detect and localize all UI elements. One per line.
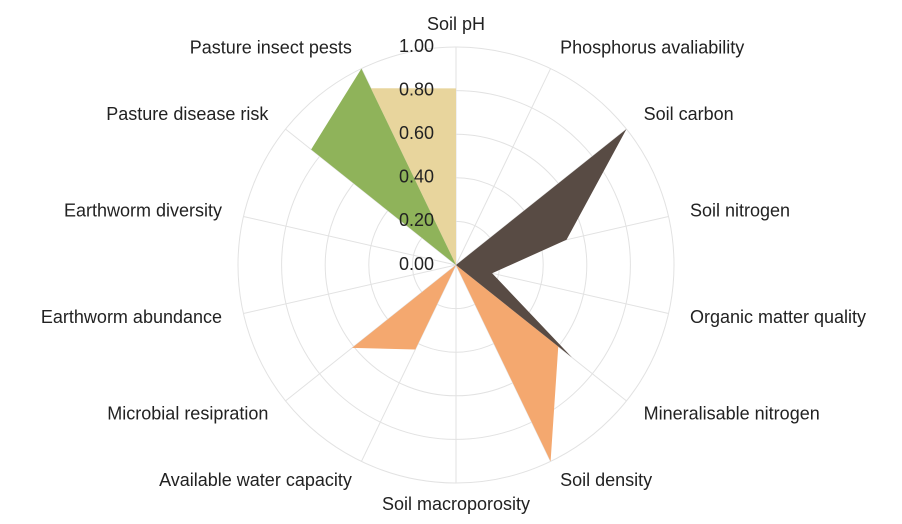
category-label: Microbial resipration <box>107 403 268 423</box>
category-label: Mineralisable nitrogen <box>644 403 820 423</box>
category-label: Phosphorus avaliability <box>560 38 744 58</box>
category-label: Pasture disease risk <box>106 104 269 124</box>
series-area <box>456 129 627 358</box>
category-label: Soil nitrogen <box>690 200 790 220</box>
y-tick-label: 0.80 <box>399 79 434 99</box>
category-label: Pasture insect pests <box>190 38 352 58</box>
y-tick-label: 0.00 <box>399 254 434 274</box>
category-label: Soil carbon <box>644 104 734 124</box>
category-label: Soil pH <box>427 14 485 34</box>
category-label: Earthworm diversity <box>64 200 222 220</box>
y-tick-label: 0.20 <box>399 210 434 230</box>
series-area <box>370 88 456 265</box>
category-label: Soil macroporosity <box>382 494 530 514</box>
category-label: Earthworm abundance <box>41 307 222 327</box>
series-area <box>311 68 456 266</box>
series-area <box>352 265 559 462</box>
spoke <box>243 264 457 314</box>
category-label: Available water capacity <box>159 470 352 490</box>
spoke <box>455 264 552 462</box>
category-label: Organic matter quality <box>690 307 866 327</box>
y-tick-label: 0.60 <box>399 123 434 143</box>
spoke <box>360 264 457 462</box>
y-tick-label: 1.00 <box>399 36 434 56</box>
spoke <box>455 68 552 266</box>
category-label: Soil density <box>560 470 652 490</box>
spoke <box>243 216 457 266</box>
y-tick-label: 0.40 <box>399 167 434 187</box>
